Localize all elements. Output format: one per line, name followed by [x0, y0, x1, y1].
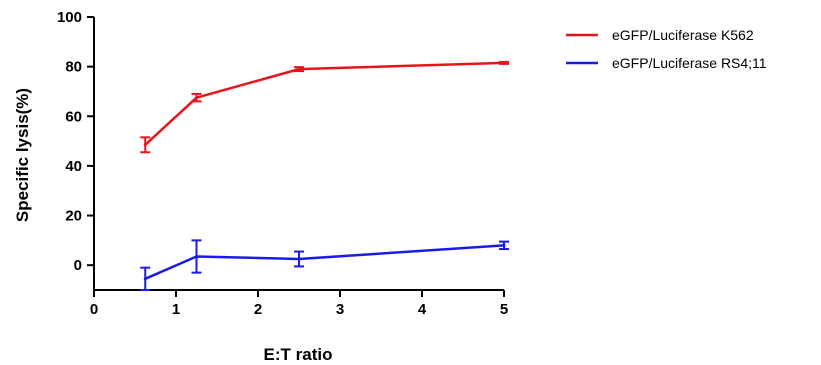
error-bar [294, 250, 304, 268]
data-point [195, 96, 198, 100]
series-line [144, 244, 505, 280]
legend-label: eGFP/Luciferase RS4;11 [612, 55, 767, 71]
x-axis-title: E:T ratio [264, 345, 333, 364]
error-bar [140, 266, 151, 291]
data-point [297, 67, 301, 71]
series-line [144, 61, 505, 146]
x-tick-label: 1 [172, 301, 180, 318]
y-ticks: 0 20 40 60 80 100 [57, 9, 94, 274]
legend-item-1: eGFP/Luciferase K562 [566, 27, 754, 43]
axes [93, 17, 504, 291]
data-point [143, 143, 147, 147]
error-bar [191, 92, 202, 103]
x-tick-label: 4 [418, 301, 427, 318]
legend-item-2: eGFP/Luciferase RS4;11 [566, 55, 767, 71]
y-tick-label: 60 [65, 108, 82, 125]
error-bar [499, 60, 509, 65]
error-bar [499, 240, 509, 251]
legend: eGFP/Luciferase K562 eGFP/Luciferase RS4;… [566, 27, 767, 71]
data-point [297, 257, 301, 261]
error-bar [191, 239, 202, 274]
error-bar [294, 66, 304, 73]
x-tick-label: 2 [254, 301, 262, 318]
y-tick-label: 80 [65, 59, 82, 76]
y-axis-title: Specific lysis(%) [13, 88, 32, 222]
y-tick-label: 0 [74, 257, 82, 274]
x-tick-label: 0 [90, 301, 98, 318]
y-tick-label: 100 [57, 9, 82, 26]
error-bar [140, 136, 151, 154]
data-point [143, 277, 147, 281]
data-point [502, 243, 506, 247]
data-point [195, 254, 198, 258]
y-tick-label: 40 [65, 158, 82, 175]
series-2 [140, 239, 509, 291]
series-layer [140, 60, 509, 291]
x-tick-label: 5 [500, 301, 508, 318]
y-tick-label: 20 [65, 208, 82, 225]
legend-label: eGFP/Luciferase K562 [612, 27, 754, 43]
series-1 [140, 60, 509, 154]
x-ticks: 0 1 2 3 4 5 [90, 290, 508, 318]
data-point [502, 61, 506, 65]
x-tick-label: 3 [336, 301, 344, 318]
